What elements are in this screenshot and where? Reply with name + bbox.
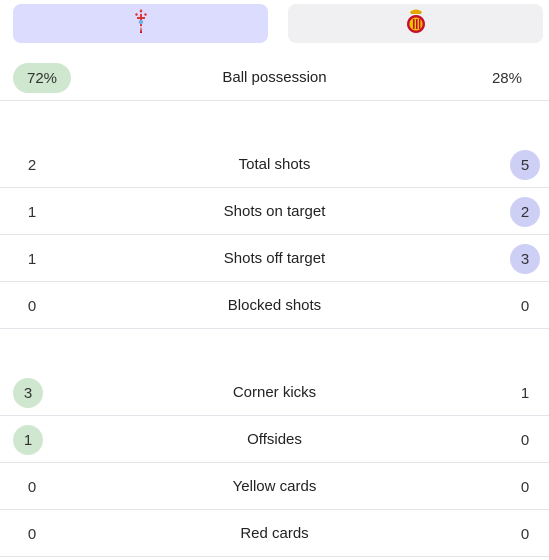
away-value: 0 (520, 478, 530, 496)
stat-label: Red cards (240, 525, 309, 542)
stat-label: Shots off target (223, 250, 326, 267)
stat-row-shots-off-target: 1 Shots off target 3 (0, 236, 549, 282)
home-value: 1 (27, 203, 37, 221)
away-value: 0 (520, 525, 530, 543)
stat-label: Ball possession (222, 69, 327, 86)
home-possession-value: 72% (13, 63, 72, 93)
stat-label: Blocked shots (227, 297, 322, 314)
away-value: 2 (510, 197, 540, 227)
away-value: 1 (520, 384, 530, 402)
away-value: 3 (510, 244, 540, 274)
stat-label: Total shots (238, 156, 311, 173)
stat-label: Yellow cards (232, 478, 317, 495)
home-value: 0 (27, 525, 37, 543)
celta-vigo-crest-icon (132, 8, 150, 39)
mallorca-crest-icon (405, 7, 427, 40)
stat-row-ball-possession: 72% Ball possession 28% (0, 55, 549, 101)
away-team-tab[interactable] (288, 4, 543, 43)
home-value: 3 (13, 378, 43, 408)
stat-row-blocked-shots: 0 Blocked shots 0 (0, 283, 549, 329)
away-possession-value: 28% (491, 69, 522, 87)
home-value: 1 (27, 250, 37, 268)
away-value: 0 (520, 431, 530, 449)
stat-label: Offsides (247, 431, 302, 448)
home-team-tab[interactable] (13, 4, 268, 43)
home-value: 0 (27, 478, 37, 496)
stat-label: Corner kicks (232, 384, 317, 401)
home-value: 1 (13, 425, 43, 455)
stat-row-total-shots: 2 Total shots 5 (0, 142, 549, 188)
stat-row-yellow-cards: 0 Yellow cards 0 (0, 464, 549, 510)
stat-row-red-cards: 0 Red cards 0 (0, 511, 549, 557)
stat-label: Shots on target (223, 203, 326, 220)
stat-row-shots-on-target: 1 Shots on target 2 (0, 189, 549, 235)
away-value: 0 (520, 297, 530, 315)
home-value: 2 (27, 156, 37, 174)
home-value: 0 (27, 297, 37, 315)
stat-row-offsides: 1 Offsides 0 (0, 417, 549, 463)
away-value: 5 (510, 150, 540, 180)
stat-row-corner-kicks: 3 Corner kicks 1 (0, 370, 549, 416)
